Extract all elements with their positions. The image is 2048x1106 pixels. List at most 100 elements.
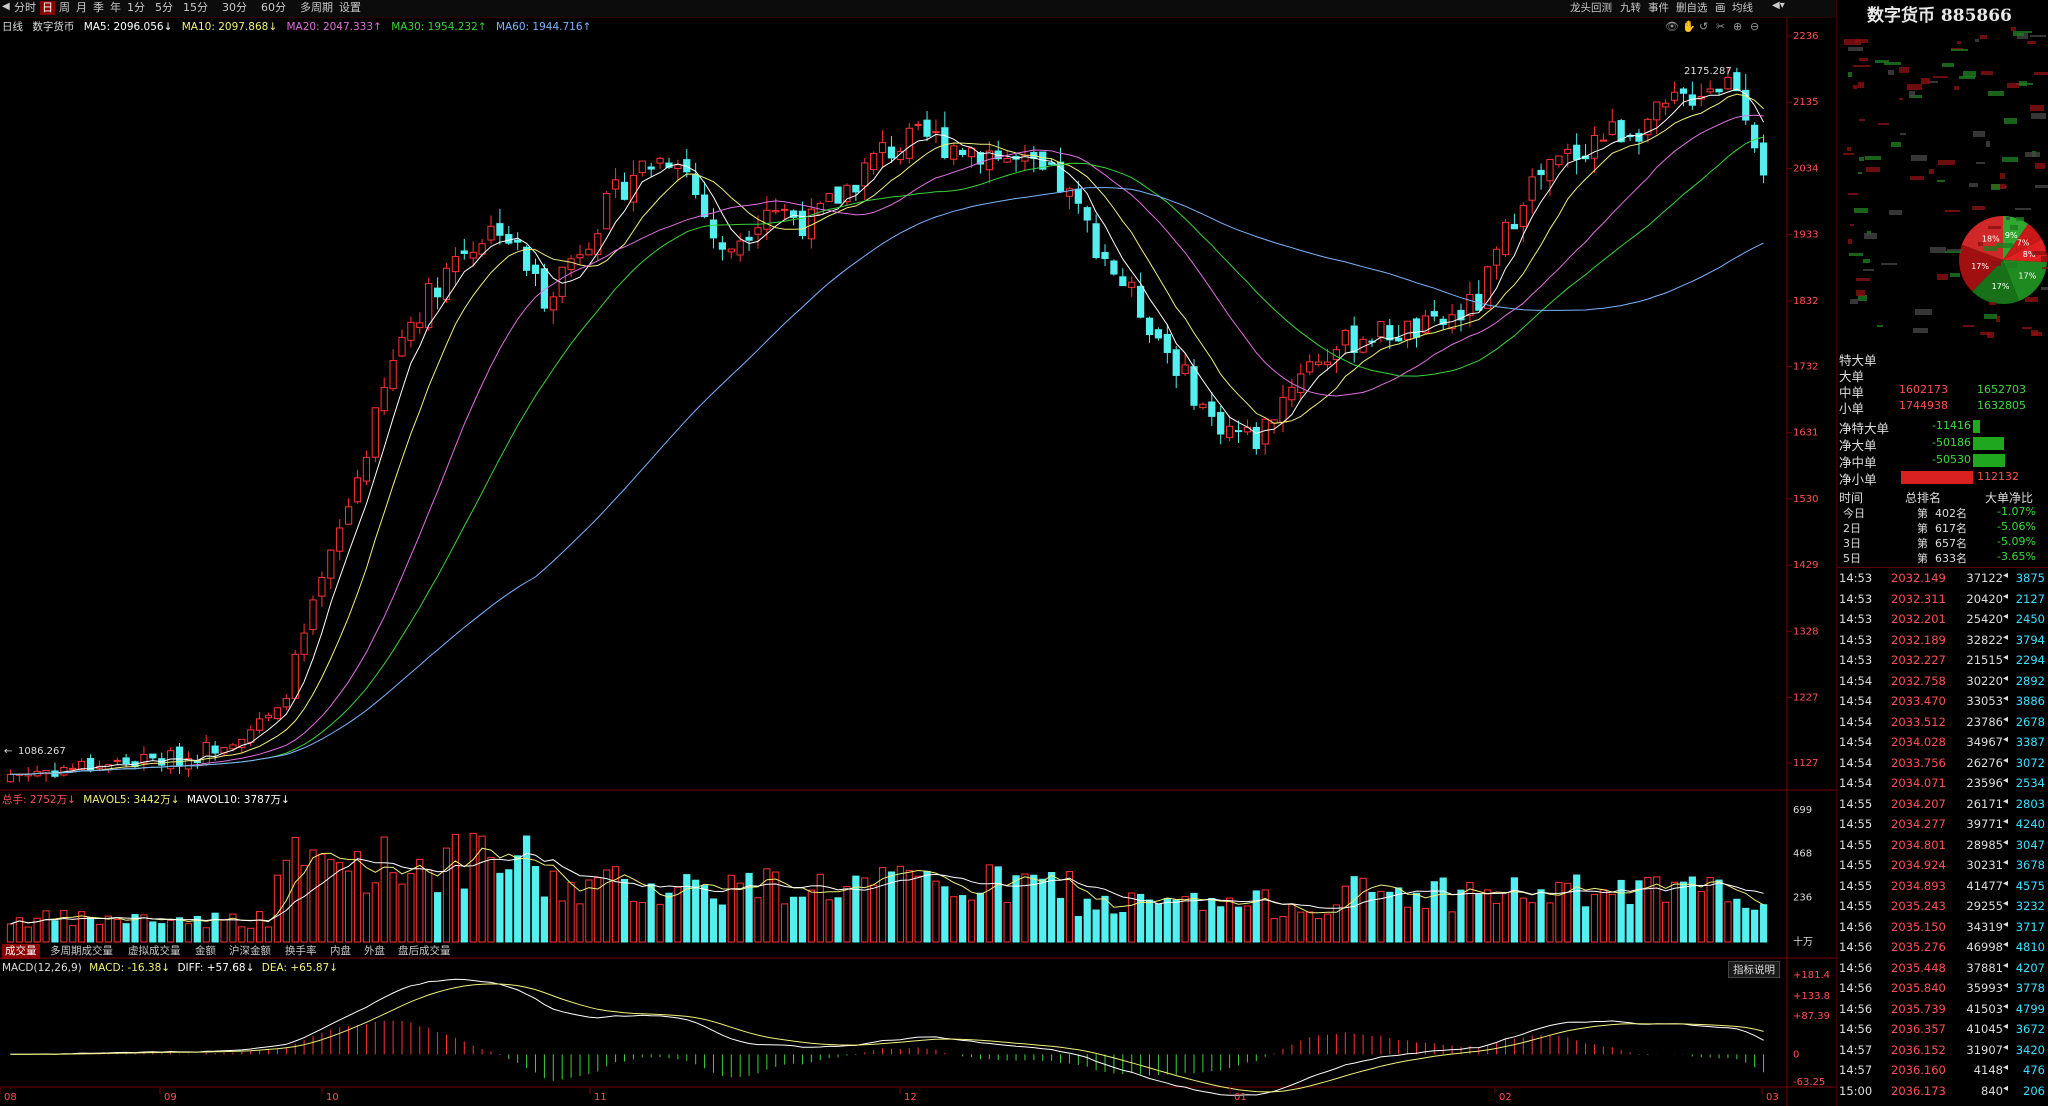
trade-row[interactable]: 14:55 2034.277 39771 ◂ 4240 xyxy=(1839,815,2047,835)
trade-row[interactable]: 14:54 2034.028 34967 ◂ 3387 xyxy=(1839,733,2047,753)
sell-arrow-icon: ◂ xyxy=(2003,734,2009,745)
candle-body xyxy=(42,770,50,775)
volume-tab[interactable]: 虚拟成交量 xyxy=(128,945,181,957)
volume-bar xyxy=(1137,893,1145,943)
volume-bar xyxy=(1528,902,1536,943)
trade-row[interactable]: 14:55 2034.207 26171 ◂ 2803 xyxy=(1839,795,2047,815)
volume-bar xyxy=(487,856,495,943)
trade-row[interactable]: 14:57 2036.160 4148 ◂ 476 xyxy=(1839,1061,2047,1081)
candle-body xyxy=(184,757,193,770)
trade-row[interactable]: 14:53 2032.149 37122 ◂ 3875 xyxy=(1839,569,2047,589)
trade-row[interactable]: 14:56 2035.840 35993 ◂ 3778 xyxy=(1839,979,2047,999)
kline-chart[interactable]: 2236 2135 2034 1933 1832 1732 1631 1530 1429 1328… xyxy=(0,18,1836,1106)
mosaic-block xyxy=(1866,167,1880,172)
mosaic-block xyxy=(1987,332,1994,338)
volume-tab[interactable]: 多周期成交量 xyxy=(50,945,113,957)
toolbar-item[interactable]: 删自选 xyxy=(1676,2,1708,14)
period-tab[interactable]: 60分 xyxy=(261,1,286,14)
trade-row[interactable]: 14:53 2032.189 32822 ◂ 3794 xyxy=(1839,631,2047,651)
trade-row[interactable]: 14:54 2033.756 26276 ◂ 3072 xyxy=(1839,754,2047,774)
chart-tool-icon[interactable]: ⊖ xyxy=(1750,20,1760,33)
mosaic-block xyxy=(1933,76,1948,78)
volume-tab[interactable]: 外盘 xyxy=(364,945,385,957)
period-tab[interactable]: 月 xyxy=(76,1,87,14)
candle-body xyxy=(1501,221,1510,256)
volume-bar xyxy=(1119,912,1127,943)
period-tab[interactable]: 30分 xyxy=(222,1,247,14)
mosaic-block xyxy=(1888,70,1894,75)
volume-tab[interactable]: 内盘 xyxy=(330,945,351,957)
candle-body xyxy=(870,153,878,170)
trade-row[interactable]: 14:56 2036.357 41045 ◂ 3672 xyxy=(1839,1020,2047,1040)
mosaic-block xyxy=(1884,62,1901,65)
period-tab[interactable]: 季 xyxy=(93,1,104,14)
toolbar-item[interactable]: 事件 xyxy=(1648,2,1669,14)
chart-tool-icon[interactable]: ✋ xyxy=(1682,20,1696,33)
pie-label: 9% xyxy=(2005,231,2018,240)
trade-price: 2032.189 xyxy=(1891,632,1946,647)
month-axis-label: 10 xyxy=(326,1092,339,1103)
candle-body xyxy=(1751,124,1759,149)
volume-tab[interactable]: 换手率 xyxy=(285,945,317,957)
trade-row[interactable]: 14:54 2032.758 30220 ◂ 2892 xyxy=(1839,672,2047,692)
trade-row[interactable]: 14:53 2032.201 25420 ◂ 2450 xyxy=(1839,610,2047,630)
period-tab[interactable]: 周 xyxy=(59,1,70,14)
mosaic-block xyxy=(1847,147,1851,151)
chart-tool-icon[interactable]: ⊕ xyxy=(1733,20,1743,33)
trade-row[interactable]: 14:53 2032.227 21515 ◂ 2294 xyxy=(1839,651,2047,671)
mosaic-block xyxy=(2016,83,2033,85)
volume-bar xyxy=(1573,874,1581,943)
trade-row[interactable]: 15:00 2036.173 840 ◂ 206 xyxy=(1839,1082,2047,1102)
period-tab[interactable]: 年 xyxy=(110,1,121,14)
period-tab[interactable]: 分时 xyxy=(14,1,36,14)
mosaic-block xyxy=(2013,31,2024,36)
trade-row[interactable]: 14:56 2035.276 46998 ◂ 4810 xyxy=(1839,938,2047,958)
dropdown-icon[interactable]: ◀▾ xyxy=(1772,0,1785,11)
volume-tab[interactable]: 沪深金额 xyxy=(229,945,271,957)
trade-row[interactable]: 14:55 2034.893 41477 ◂ 4575 xyxy=(1839,877,2047,897)
mosaic-block xyxy=(2010,225,2018,230)
mosaic-block xyxy=(1938,160,1955,165)
trade-row[interactable]: 14:55 2034.924 30231 ◂ 3678 xyxy=(1839,856,2047,876)
trade-row[interactable]: 14:56 2035.150 34319 ◂ 3717 xyxy=(1839,918,2047,938)
candle-body xyxy=(1137,285,1145,318)
indicator-help-button[interactable]: 指标说明 xyxy=(1728,961,1780,978)
period-tab[interactable]: 多周期 xyxy=(300,1,333,14)
trade-volume: 32822 xyxy=(1966,632,2003,647)
period-tab[interactable]: 日 xyxy=(40,1,55,15)
chart-tool-icon[interactable]: ✂ xyxy=(1716,20,1726,33)
period-tab[interactable]: 5分 xyxy=(155,1,173,14)
volume-bar xyxy=(505,869,513,943)
toolbar-item[interactable]: 龙头回测 xyxy=(1570,2,1612,14)
trade-row[interactable]: 14:53 2032.311 20420 ◂ 2127 xyxy=(1839,590,2047,610)
trade-row[interactable]: 14:56 2035.448 37881 ◂ 4207 xyxy=(1839,959,2047,979)
trade-row[interactable]: 14:54 2033.470 33053 ◂ 3886 xyxy=(1839,692,2047,712)
volume-bar xyxy=(60,910,68,943)
toolbar-item[interactable]: 九转 xyxy=(1620,2,1641,14)
candle-body xyxy=(1537,169,1545,176)
trade-row[interactable]: 14:55 2034.801 28985 ◂ 3047 xyxy=(1839,836,2047,856)
mosaic-block xyxy=(1980,35,1987,39)
volume-tab[interactable]: 成交量 xyxy=(2,944,40,959)
sell-arrow-icon: ◂ xyxy=(2003,672,2009,684)
volume-bar xyxy=(1314,918,1323,943)
period-tab[interactable]: 1分 xyxy=(127,1,145,14)
trade-row[interactable]: 14:56 2035.739 41503 ◂ 4799 xyxy=(1839,1000,2047,1020)
period-tab[interactable]: 15分 xyxy=(183,1,208,14)
volume-tab[interactable]: 金额 xyxy=(195,945,216,957)
chart-tool-icon[interactable]: ↺ xyxy=(1699,20,1709,33)
volume-tab[interactable]: 盘后成交量 xyxy=(398,945,451,957)
toolbar-item[interactable]: 均线 xyxy=(1732,2,1753,14)
period-tab[interactable]: 设置 xyxy=(339,1,361,14)
trade-row[interactable]: 14:55 2035.243 29255 ◂ 3232 xyxy=(1839,897,2047,917)
candle-body xyxy=(1466,293,1474,317)
trade-row[interactable]: 14:54 2033.512 23786 ◂ 2678 xyxy=(1839,713,2047,733)
toolbar-item[interactable]: 画 xyxy=(1715,2,1726,14)
chart-tool-icon[interactable]: 👁 xyxy=(1665,20,1679,33)
trade-row[interactable]: 14:57 2036.152 31907 ◂ 3420 xyxy=(1839,1041,2047,1061)
mosaic-block xyxy=(1988,226,2001,229)
trade-row[interactable]: 14:54 2034.071 23596 ◂ 2534 xyxy=(1839,774,2047,794)
candle-body xyxy=(1644,118,1652,136)
sell-arrow-icon: ◂ xyxy=(2003,713,2009,725)
candle-body xyxy=(603,193,611,230)
